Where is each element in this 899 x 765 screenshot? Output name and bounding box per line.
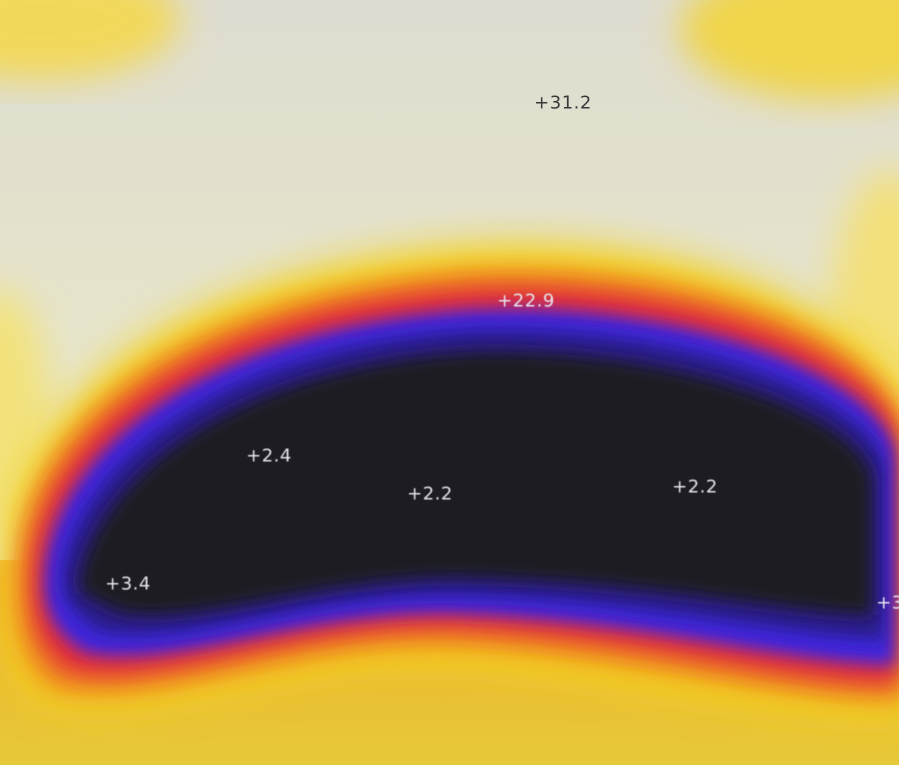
temperature-readout-right: +2.2 [672,476,718,498]
temperature-readout-top: +31.2 [534,92,592,114]
temperature-readout-left-lower: +3.4 [105,573,151,595]
temperature-readout-edge: +22.9 [497,290,555,312]
top-left-yellow [0,0,180,80]
temperature-readout-right-edge: +3 [876,592,899,614]
top-right-yellow [680,0,899,100]
temperature-readout-left-upper: +2.4 [246,445,292,467]
cold-core [79,351,872,615]
temperature-readout-center: +2.2 [407,483,453,505]
